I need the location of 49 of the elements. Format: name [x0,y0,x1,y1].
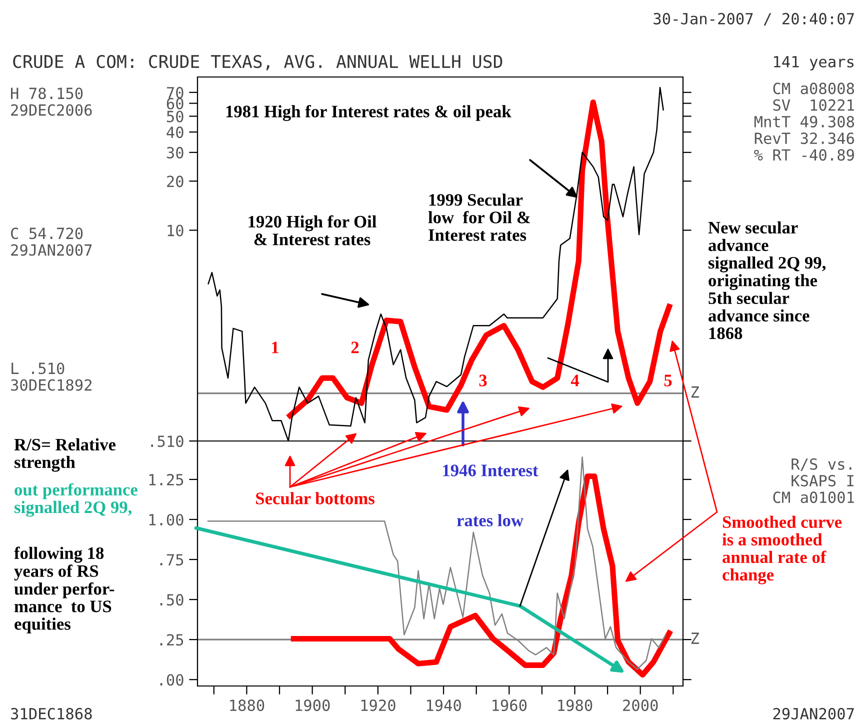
y-tick-label: 70 [166,86,184,98]
annotation: rates low [456,514,524,526]
x-tick-label: 1980 [558,700,592,712]
text: L .510 30DEC1892 [11,362,92,391]
x-tick-label: 1900 [296,700,330,712]
text: R/S vs. KSAPS I CM a01001 [773,458,854,504]
y-tick-label: 60 [166,98,184,110]
y-tick-label: 10 [168,224,184,236]
text: C 54.720 29JAN2007 [11,228,92,256]
text: R/S= Relative strength [14,438,116,472]
text: H 78.150 29DEC2006 [11,88,92,116]
annotation: 3 [479,374,487,386]
text: Smoothed curve is a smoothed annual rate of change [722,516,842,584]
text: 29JAN2007 [773,708,854,720]
x-tick-label: 1960 [492,700,527,712]
y-tick-label: 30 [166,146,184,158]
annotation: 1 [272,342,278,354]
x-tick-label: 1940 [426,700,461,712]
annotation: 1981 High for Interest rates & oil peak [226,104,512,122]
annotation: 4 [570,374,580,386]
annotation: 1999 Secular low for Oil & Interest rates [428,194,530,241]
chart-title: CRUDE A COM: CRUDE TEXAS, AVG. ANNUAL WELLH USD [13,54,502,70]
x-tick-label: 2000 [623,700,658,712]
y-tick-label: .50 [160,594,184,606]
text: 30-Jan-2007 / 20:40:07 [654,12,854,26]
ref-line-label: Z [691,632,700,644]
y-tick-label: 1.25 [149,474,184,486]
annotation: 2 [351,342,359,354]
y-tick-label: 40 [166,126,184,138]
ref-line-label: Z [691,386,700,398]
y-tick-label: .25 [160,634,184,646]
text: New secular advance signalled 2Q 99, originating the 5th secular advance since 1868 [708,221,826,340]
annotation: Secular bottoms [256,492,374,504]
y-tick-label: .00 [160,674,184,686]
annotation: 5 [664,374,672,386]
y-tick-label: 20 [167,176,184,188]
text: 31DEC1868 [11,708,92,720]
x-tick-label: 1880 [230,700,264,712]
y-tick-label: 50 [166,110,184,122]
text: 141 years [774,56,854,70]
annotation: 1920 High for Oil & Interest rates [248,215,376,246]
text: following 18 years of RS under perfor- mance to US equities [14,546,114,634]
y-tick-label: .75 [160,554,184,566]
y-tick-label: 1.00 [149,514,184,526]
x-tick-label: 1920 [361,700,396,712]
text: CM a08008 SV 10221 MntT 49.308 RevT 32.346 % RT -40.89 [754,82,854,161]
text: out performance signalled 2Q 99, [14,483,138,517]
annotation: 1946 Interest [443,464,538,476]
y-tick-label: .510 [151,436,184,448]
